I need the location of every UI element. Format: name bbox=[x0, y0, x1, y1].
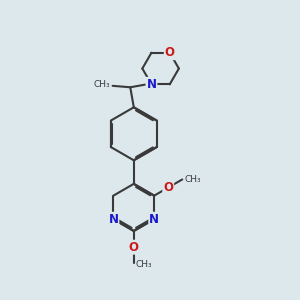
Text: O: O bbox=[129, 241, 139, 254]
Text: CH₃: CH₃ bbox=[93, 80, 110, 89]
Text: O: O bbox=[165, 46, 175, 59]
Text: CH₃: CH₃ bbox=[136, 260, 152, 269]
Text: N: N bbox=[108, 213, 118, 226]
Text: N: N bbox=[146, 78, 157, 91]
Text: N: N bbox=[149, 213, 159, 226]
Text: CH₃: CH₃ bbox=[184, 175, 201, 184]
Text: O: O bbox=[163, 181, 173, 194]
